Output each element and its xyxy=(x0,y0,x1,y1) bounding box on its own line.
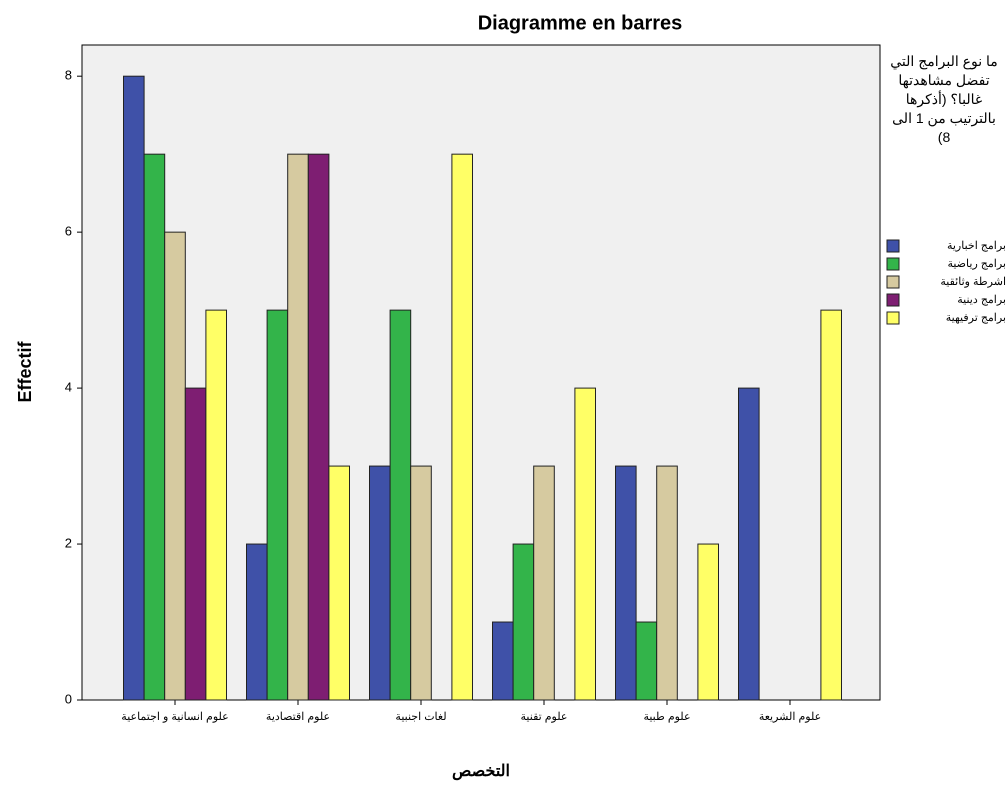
bar xyxy=(697,543,720,701)
legend-label: برامج رياضية xyxy=(947,258,1006,270)
legend-label: اشرطة وثائقية xyxy=(940,276,1006,288)
bar xyxy=(307,153,330,701)
bar xyxy=(635,621,658,701)
y-tick-label: 0 xyxy=(65,691,72,706)
bar xyxy=(205,309,227,701)
bar xyxy=(246,543,268,701)
legend-swatch xyxy=(886,239,900,253)
bar xyxy=(410,465,432,701)
y-axis-label: Effectif xyxy=(15,340,35,402)
bar xyxy=(328,465,350,701)
bar xyxy=(266,309,289,701)
x-tick-label: علوم تقنية xyxy=(520,711,568,723)
legend-swatch xyxy=(886,257,900,271)
bar xyxy=(820,309,843,701)
x-tick-label: لغات اجنبية xyxy=(395,711,447,723)
legend-title: ما نوع البرامج التي تفضل مشاهدتها غالبا؟… xyxy=(890,53,998,145)
x-tick-label: علوم اقتصادية xyxy=(265,711,331,723)
bar xyxy=(533,465,555,701)
bar xyxy=(369,465,391,701)
bar xyxy=(123,75,145,701)
legend-swatch xyxy=(886,275,900,289)
bar xyxy=(164,231,186,701)
bar xyxy=(287,153,309,701)
bar xyxy=(143,153,166,701)
legend-label: برامج ترفيهية xyxy=(945,312,1006,324)
legend-swatch xyxy=(886,311,900,325)
legend-label: برامج دينية xyxy=(957,294,1006,306)
x-tick-label: علوم الشريعة xyxy=(758,711,822,723)
y-tick-label: 4 xyxy=(65,380,72,395)
legend-swatch xyxy=(886,293,900,307)
legend-label: برامج اخبارية xyxy=(946,240,1006,252)
bar xyxy=(389,309,412,701)
bar xyxy=(512,543,535,701)
bar xyxy=(615,465,637,701)
bar xyxy=(184,387,207,701)
bar xyxy=(492,621,514,701)
y-tick-label: 2 xyxy=(65,535,72,550)
y-tick-label: 8 xyxy=(65,68,72,83)
bar xyxy=(574,387,597,701)
bar xyxy=(738,387,760,701)
x-tick-label: علوم طبية xyxy=(643,711,691,723)
bar xyxy=(451,153,473,701)
bar xyxy=(656,465,678,701)
y-tick-label: 6 xyxy=(65,224,72,239)
chart-title: Diagramme en barres xyxy=(478,12,683,34)
x-tick-label: علوم انسانية و اجتماعية xyxy=(121,711,229,723)
x-axis-label: التخصص xyxy=(452,763,510,781)
